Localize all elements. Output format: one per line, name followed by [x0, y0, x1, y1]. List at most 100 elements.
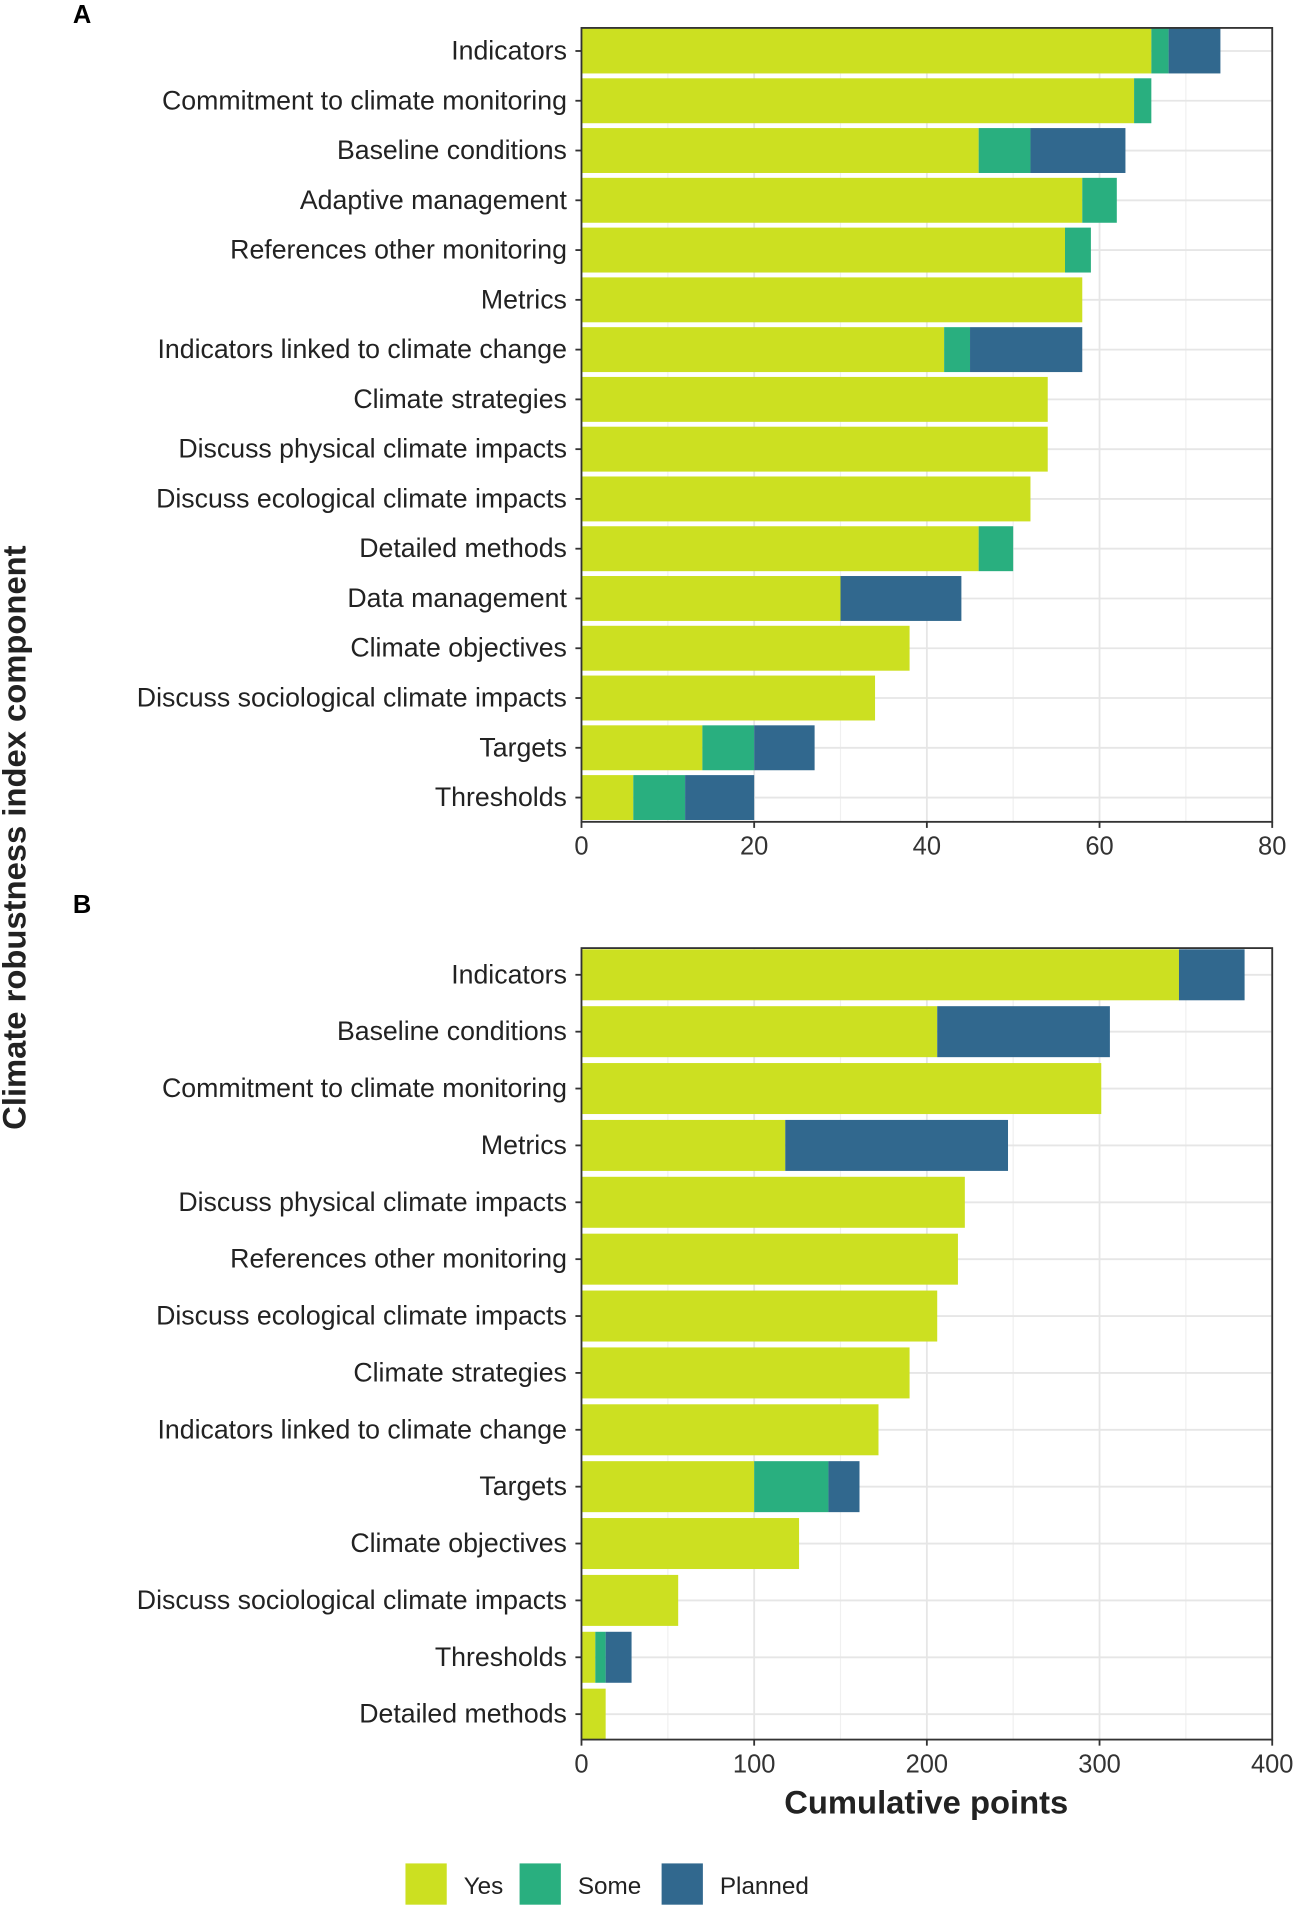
- legend-item-planned: Planned: [661, 1863, 809, 1905]
- category-label: Climate objectives: [350, 633, 567, 663]
- category-label: Discuss physical climate impacts: [178, 1187, 567, 1217]
- bar-yes: [581, 1119, 786, 1171]
- panel-a: Indicators Commitment to climate monitori…: [137, 27, 1286, 861]
- bar-yes: [581, 526, 979, 572]
- bar-some: [754, 1461, 829, 1513]
- bar-yes: [581, 576, 841, 621]
- bar-yes: [581, 1518, 800, 1570]
- category-label: Commitment to climate monitoring: [162, 85, 567, 115]
- x-tick-label: 40: [913, 833, 941, 861]
- category-label: References other monitoring: [230, 1244, 567, 1274]
- bar-planned: [828, 1461, 860, 1513]
- legend-key: [519, 1863, 561, 1905]
- bar-yes: [581, 1461, 755, 1513]
- category-label: Discuss sociological climate impacts: [137, 1585, 567, 1615]
- bar-planned: [685, 775, 755, 821]
- bar-some: [595, 1631, 606, 1683]
- category-label: Indicators: [451, 35, 567, 65]
- bar-yes: [581, 227, 1065, 273]
- x-tick-label: 0: [574, 1750, 588, 1778]
- bar-some: [633, 775, 686, 821]
- bar-some: [702, 725, 755, 771]
- bar-yes: [581, 725, 703, 771]
- category-label: Climate strategies: [353, 384, 567, 414]
- category-label: Metrics: [481, 284, 567, 314]
- legend: Yes Some Planned: [405, 1863, 809, 1905]
- bar-planned: [937, 1006, 1110, 1058]
- bar-yes: [581, 1176, 965, 1228]
- bar-yes: [581, 1290, 938, 1342]
- bar-planned: [1030, 128, 1126, 173]
- category-label: Discuss sociological climate impacts: [137, 683, 567, 713]
- bar-yes: [581, 1688, 606, 1740]
- bar-yes: [581, 1574, 679, 1626]
- bar-yes: [581, 376, 1048, 422]
- legend-item-some: Some: [519, 1863, 641, 1905]
- bar-yes: [581, 177, 1083, 223]
- legend-label: Planned: [720, 1873, 809, 1900]
- category-label: Baseline conditions: [337, 1016, 567, 1046]
- bar-yes: [581, 1631, 596, 1683]
- bar-yes: [581, 1233, 958, 1285]
- bar-yes: [581, 1404, 879, 1456]
- category-label: Baseline conditions: [337, 135, 567, 165]
- category-label: Targets: [479, 1471, 567, 1501]
- x-tick-label: 80: [1258, 833, 1286, 861]
- category-label: Commitment to climate monitoring: [162, 1073, 567, 1103]
- x-tick-label: 20: [740, 833, 768, 861]
- category-label: Targets: [479, 732, 567, 762]
- bar-planned: [970, 327, 1083, 373]
- bar-planned: [1168, 28, 1221, 74]
- bar-some: [1082, 177, 1117, 223]
- category-label: Adaptive management: [300, 185, 568, 215]
- category-label: Indicators linked to climate change: [157, 1414, 566, 1444]
- bar-some: [1064, 227, 1091, 273]
- category-label: References other monitoring: [230, 235, 567, 265]
- panel-label-a: A: [73, 1, 91, 29]
- category-label: Climate objectives: [350, 1528, 567, 1558]
- bar-some: [1151, 28, 1169, 74]
- category-label: Metrics: [481, 1130, 567, 1160]
- category-label: Data management: [347, 583, 567, 613]
- x-axis-title: Cumulative points: [784, 1784, 1068, 1821]
- category-label: Discuss ecological climate impacts: [156, 1301, 567, 1331]
- category-label: Discuss physical climate impacts: [178, 434, 567, 464]
- bar-yes: [581, 949, 1179, 1001]
- x-tick-label: 100: [733, 1750, 776, 1778]
- category-label: Detailed methods: [359, 533, 567, 563]
- x-tick-label: 200: [906, 1750, 949, 1778]
- bar-yes: [581, 775, 634, 821]
- legend-item-yes: Yes: [405, 1863, 504, 1905]
- bar-some: [978, 526, 1014, 572]
- bar-planned: [1178, 949, 1245, 1001]
- category-label: Indicators linked to climate change: [157, 334, 566, 364]
- category-label: Discuss ecological climate impacts: [156, 483, 567, 513]
- y-axis-title: Climate robustness index component: [0, 545, 32, 1130]
- bar-yes: [581, 277, 1083, 323]
- legend-key: [405, 1863, 447, 1905]
- bar-planned: [840, 576, 962, 621]
- x-tick-label: 0: [574, 833, 588, 861]
- panel-label-b: B: [73, 891, 91, 919]
- bar-yes: [581, 1063, 1102, 1115]
- category-label: Climate strategies: [353, 1357, 567, 1387]
- bar-some: [944, 327, 971, 373]
- bar-planned: [785, 1119, 1009, 1171]
- bar-planned: [605, 1631, 632, 1683]
- category-label: Detailed methods: [359, 1699, 567, 1729]
- legend-label: Yes: [464, 1873, 504, 1900]
- bar-yes: [581, 675, 876, 721]
- category-label: Thresholds: [435, 782, 567, 812]
- bar-yes: [581, 28, 1152, 74]
- bar-yes: [581, 426, 1048, 472]
- bar-yes: [581, 476, 1031, 522]
- bar-yes: [581, 625, 910, 671]
- bar-some: [1134, 78, 1152, 124]
- x-tick-label: 300: [1078, 1750, 1121, 1778]
- category-label: Indicators: [451, 959, 567, 989]
- panel-b: Indicators Baseline conditions Commitment …: [137, 947, 1293, 1778]
- legend-key: [661, 1863, 703, 1905]
- bar-yes: [581, 327, 945, 373]
- bar-yes: [581, 1347, 910, 1399]
